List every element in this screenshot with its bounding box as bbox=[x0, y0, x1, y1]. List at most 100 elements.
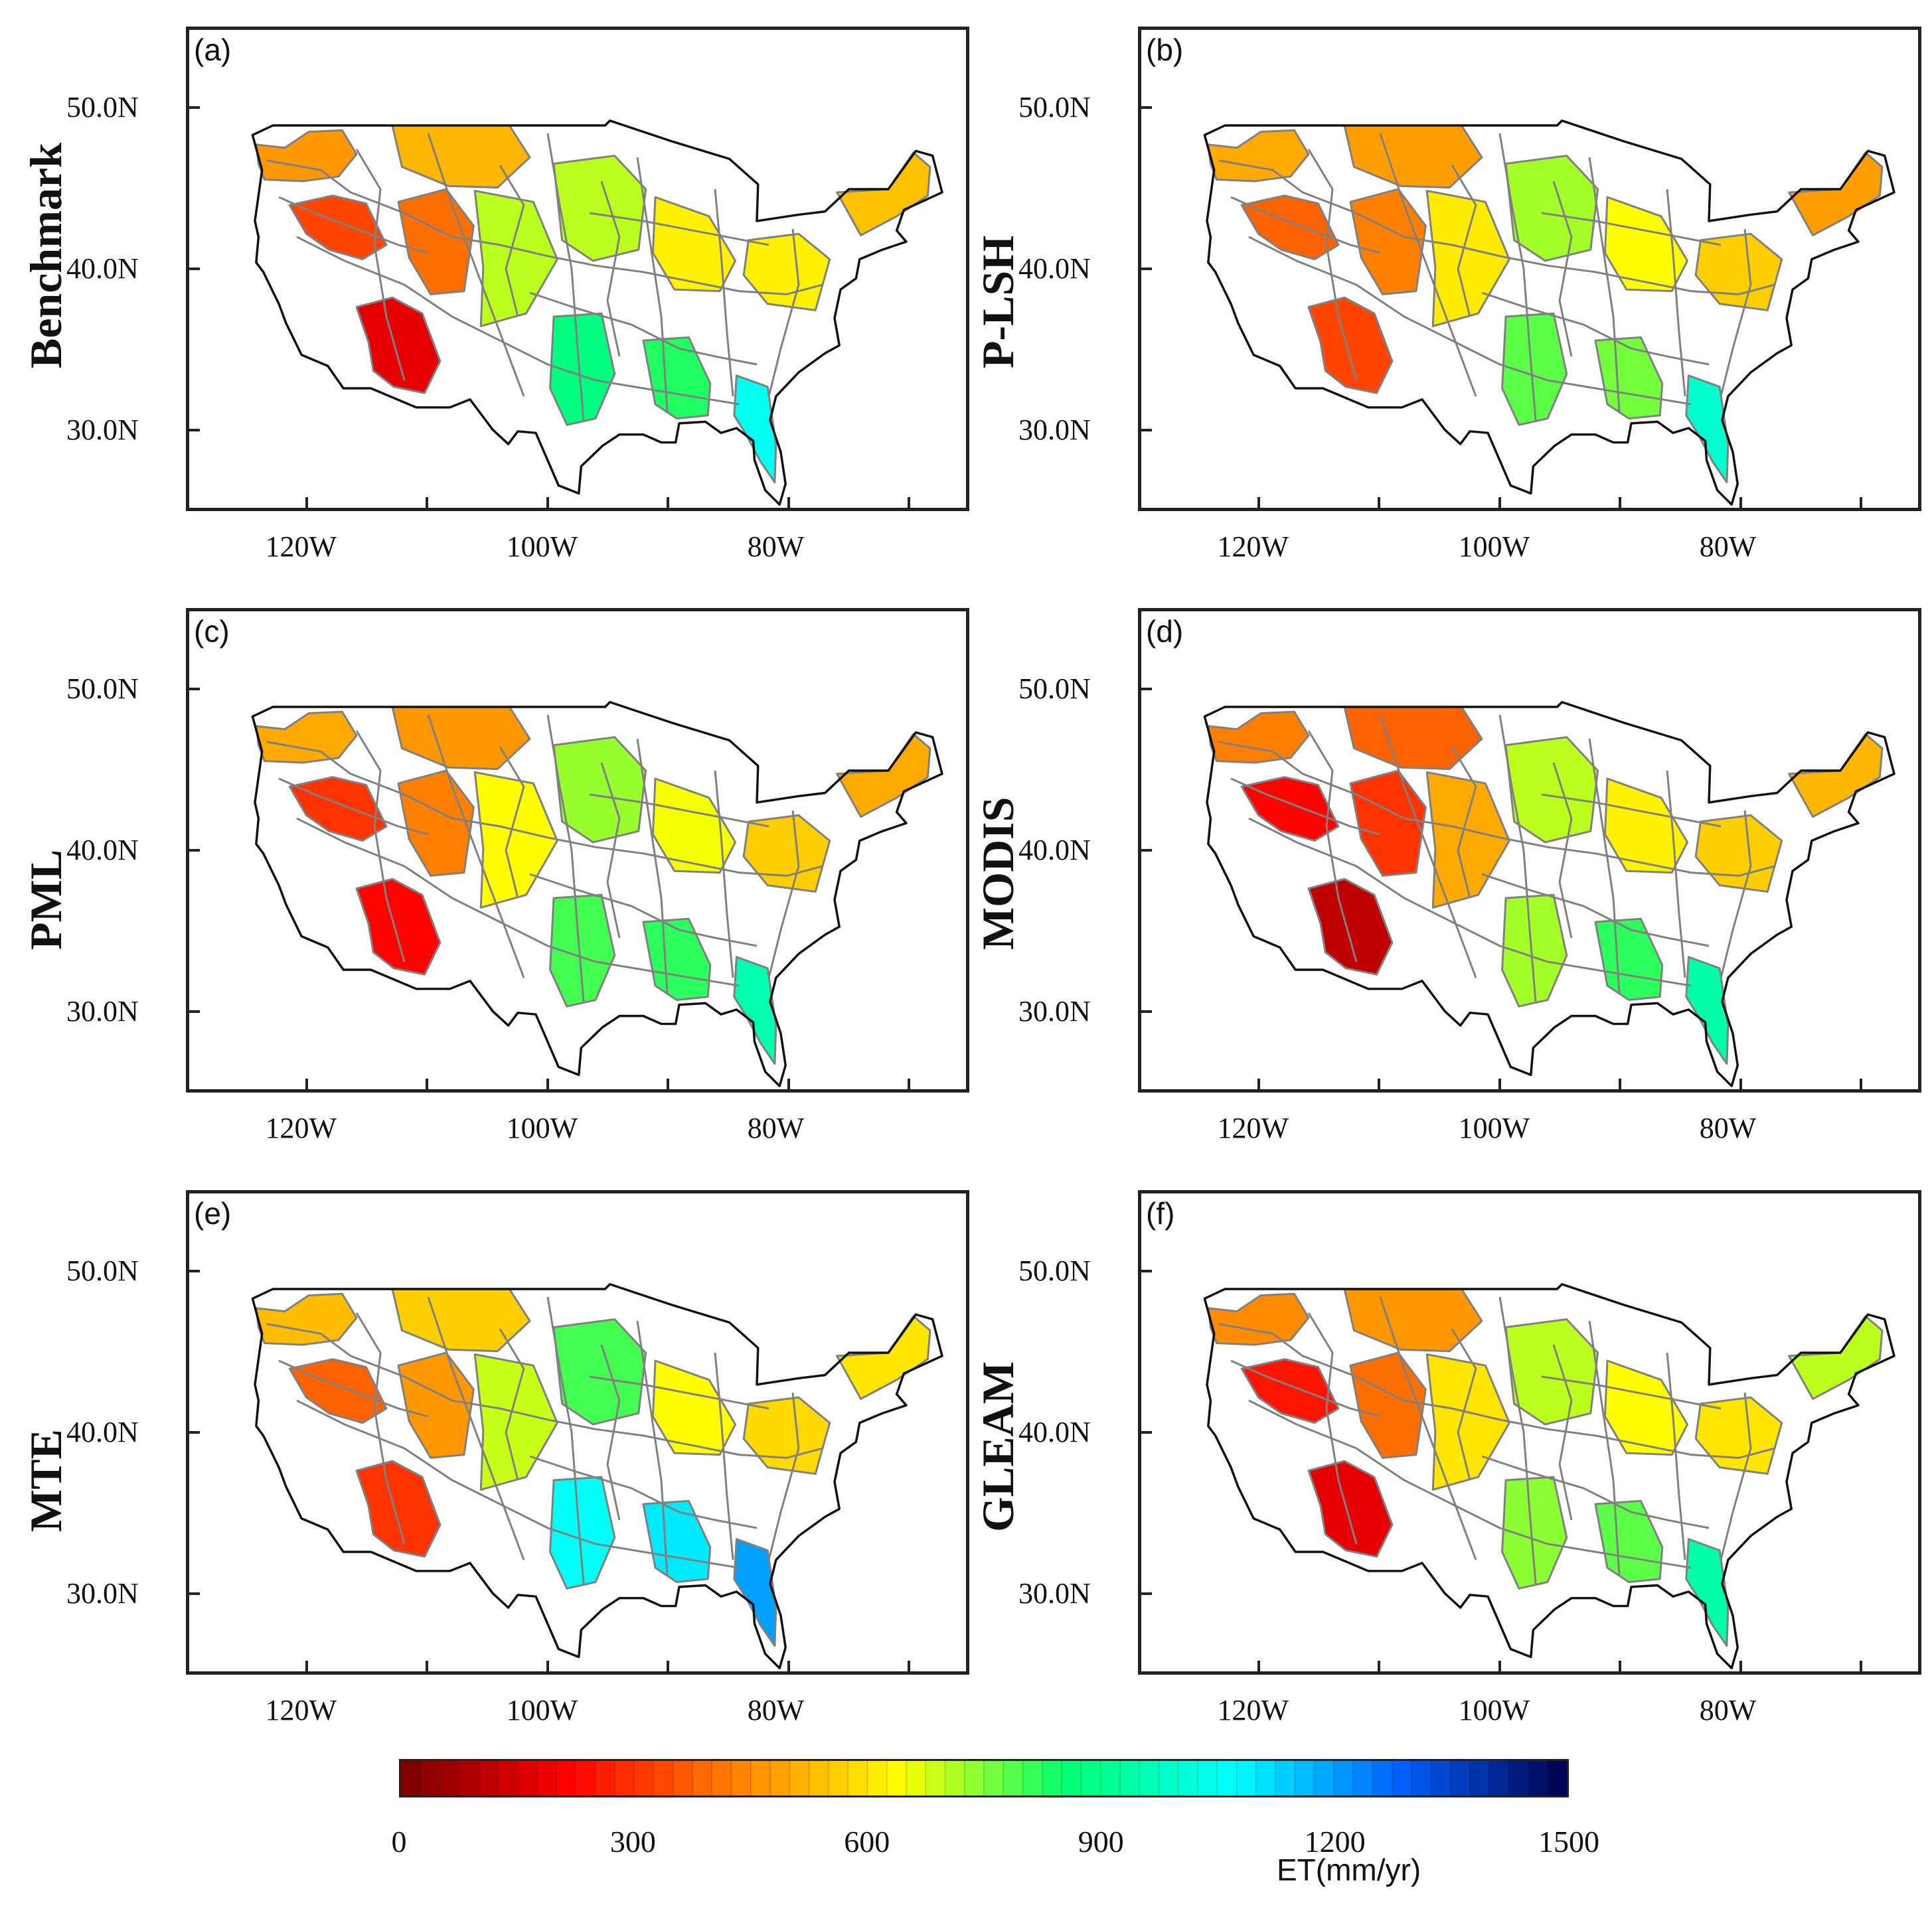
lon-tick-mark bbox=[1498, 1079, 1501, 1089]
lon-tick-label: 80W bbox=[747, 530, 805, 563]
lon-tick-mark bbox=[1498, 497, 1501, 508]
catchment-boundary bbox=[1720, 228, 1752, 397]
catchment-boundary bbox=[355, 1312, 406, 1545]
lat-tick-mark bbox=[1141, 106, 1152, 109]
lon-tick-mark bbox=[1619, 497, 1622, 508]
colorbar-segment bbox=[964, 1761, 985, 1795]
catchment-region bbox=[549, 312, 616, 426]
colorbar-segment bbox=[556, 1761, 576, 1795]
catchment-region bbox=[1694, 814, 1783, 893]
lon-tick-mark bbox=[1257, 497, 1260, 508]
catchment-region bbox=[1504, 736, 1599, 844]
catchment-region bbox=[552, 155, 647, 262]
lat-tick-label: 40.0N bbox=[1018, 252, 1091, 285]
lat-tick-label: 30.0N bbox=[1018, 995, 1091, 1028]
catchment-region bbox=[642, 336, 712, 420]
lat-tick-label: 50.0N bbox=[66, 1254, 139, 1287]
colorbar-segment bbox=[1295, 1761, 1315, 1795]
catchment-boundary bbox=[1552, 181, 1573, 357]
catchment-boundary bbox=[1666, 770, 1686, 978]
catchment-boundary bbox=[1552, 1344, 1573, 1521]
catchment-boundary bbox=[278, 777, 429, 836]
lat-tick-mark bbox=[1141, 429, 1152, 432]
lat-tick-mark bbox=[1141, 267, 1152, 270]
lon-tick-label: 80W bbox=[1699, 530, 1757, 563]
colorbar-segment bbox=[1159, 1761, 1179, 1795]
catchment-boundary bbox=[1230, 1359, 1381, 1418]
lat-tick-label: 40.0N bbox=[66, 252, 139, 285]
colorbar-segment bbox=[1081, 1761, 1101, 1795]
catchment-region bbox=[1501, 1476, 1568, 1590]
catchment-boundary bbox=[266, 741, 823, 877]
colorbar bbox=[399, 1759, 1569, 1797]
lon-tick-label: 100W bbox=[1458, 1694, 1530, 1726]
colorbar-segment bbox=[1353, 1761, 1373, 1795]
catchment-boundary bbox=[1451, 165, 1477, 317]
catchment-boundary bbox=[296, 1399, 740, 1569]
lat-tick-label: 30.0N bbox=[66, 995, 139, 1028]
catchment-boundary bbox=[714, 1352, 734, 1561]
colorbar-segment bbox=[886, 1761, 907, 1795]
lon-tick-mark bbox=[546, 1661, 549, 1671]
lat-tick-mark bbox=[1141, 687, 1152, 690]
catchment-boundary bbox=[266, 159, 823, 295]
colorbar-segment bbox=[536, 1761, 557, 1795]
lon-tick-mark bbox=[1739, 1079, 1742, 1089]
catchment-region bbox=[473, 189, 558, 327]
catchment-region bbox=[1603, 196, 1689, 293]
lat-tick-mark bbox=[1141, 1010, 1152, 1014]
catchment-region bbox=[1501, 893, 1568, 1008]
lon-tick-mark bbox=[787, 497, 790, 508]
lon-tick-label: 100W bbox=[506, 530, 578, 563]
colorbar-segment bbox=[1197, 1761, 1218, 1795]
map-svg-b bbox=[1203, 119, 1895, 506]
colorbar-segment bbox=[673, 1761, 693, 1795]
catchment-boundary bbox=[1481, 1455, 1710, 1529]
catchment-boundary bbox=[1218, 1323, 1775, 1459]
catchment-boundary bbox=[636, 157, 669, 413]
catchment-region bbox=[651, 196, 737, 293]
panel-label-c: (c) bbox=[194, 614, 230, 648]
lon-tick-mark bbox=[305, 1661, 308, 1671]
lon-tick-mark bbox=[787, 1661, 790, 1671]
lon-tick-mark bbox=[546, 1079, 549, 1089]
catchment-boundary bbox=[589, 212, 769, 246]
dataset-title-b: P-LSH bbox=[973, 235, 1023, 368]
catchment-region bbox=[473, 771, 558, 909]
lat-tick-mark bbox=[189, 1592, 200, 1596]
colorbar-segment bbox=[479, 1761, 499, 1795]
lon-tick-label: 120W bbox=[1217, 1694, 1289, 1726]
lat-tick-label: 50.0N bbox=[66, 90, 139, 123]
catchment-region bbox=[1240, 194, 1340, 261]
lon-tick-mark bbox=[305, 497, 308, 508]
colorbar-segment bbox=[848, 1761, 868, 1795]
colorbar-segment bbox=[1528, 1761, 1548, 1795]
lon-tick-label: 80W bbox=[1699, 1112, 1757, 1144]
colorbar-segment bbox=[1062, 1761, 1082, 1795]
map-panel-b bbox=[1138, 27, 1921, 511]
lon-tick-label: 80W bbox=[1699, 1694, 1757, 1726]
catchment-boundary bbox=[355, 730, 406, 962]
map-svg-c bbox=[251, 701, 943, 1087]
colorbar-segment bbox=[1217, 1761, 1238, 1795]
colorbar-segment bbox=[576, 1761, 596, 1795]
us-outline bbox=[251, 701, 943, 1087]
dataset-title-e: MTE bbox=[21, 1429, 71, 1532]
dataset-title-c: PML bbox=[21, 849, 71, 950]
dataset-title-d: MODIS bbox=[973, 797, 1023, 950]
lat-tick-label: 40.0N bbox=[1018, 1416, 1091, 1448]
catchment-boundary bbox=[1481, 291, 1710, 366]
colorbar-segment bbox=[1022, 1761, 1043, 1795]
lat-tick-label: 30.0N bbox=[1018, 414, 1091, 447]
colorbar-segment bbox=[906, 1761, 926, 1795]
lon-tick-mark bbox=[1257, 1661, 1260, 1671]
catchment-boundary bbox=[1218, 741, 1775, 877]
catchment-region bbox=[549, 893, 616, 1008]
catchment-boundary bbox=[529, 1455, 758, 1529]
us-outline bbox=[251, 1283, 943, 1669]
colorbar-segment bbox=[1547, 1761, 1568, 1795]
colorbar-segment bbox=[614, 1761, 635, 1795]
lat-tick-label: 40.0N bbox=[66, 1416, 139, 1448]
catchment-region bbox=[642, 917, 712, 1002]
colorbar-segment bbox=[1489, 1761, 1509, 1795]
